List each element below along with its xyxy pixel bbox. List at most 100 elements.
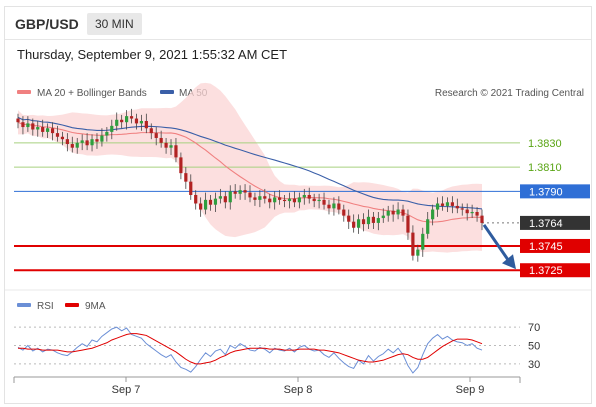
candle-body (46, 128, 50, 132)
bollinger-band-area (18, 82, 482, 253)
candle-body (282, 199, 287, 202)
ma20-legend-label: MA 20 + Bollinger Bands (37, 88, 147, 99)
candle-body (134, 118, 139, 124)
candle-body (243, 190, 247, 193)
ma50-line (17, 116, 483, 210)
candle-body (169, 145, 173, 148)
candle-body (302, 195, 306, 198)
candle-body (179, 157, 183, 174)
x-tick-label: Sep 7 (112, 384, 141, 396)
candle-body (332, 203, 336, 209)
candle-body (124, 116, 129, 123)
rsi-tick-50: 50 (528, 341, 540, 353)
forecast-arrow-shaft (482, 224, 511, 263)
candle-body (460, 208, 464, 210)
price-tag-1.3790 (520, 184, 590, 199)
research-credit: Research © 2021 Trading Central (435, 88, 584, 99)
candle-body (253, 197, 257, 200)
candle-body (322, 199, 326, 205)
candle-body (455, 205, 459, 209)
candle-body (391, 210, 395, 215)
candle-body (435, 203, 440, 210)
widget-header: GBP/USD 30 MIN (5, 7, 591, 40)
level-label-1.3830: 1.3830 (528, 138, 562, 150)
price-tag-1.3764 (520, 215, 590, 230)
candle-body (228, 191, 232, 203)
candle-body (80, 140, 84, 143)
candle-body (139, 120, 144, 124)
candle-body (258, 196, 262, 200)
candle-body (36, 127, 40, 130)
price-tag-label-1.3764: 1.3764 (529, 218, 563, 230)
candle-body (307, 195, 311, 199)
candle-body (347, 215, 351, 222)
price-tag-1.3725 (520, 263, 590, 278)
rsi-ma-legend-swatch (65, 303, 79, 307)
candle-body (90, 139, 94, 146)
candle-body (356, 219, 361, 228)
candle-body (115, 119, 119, 126)
candle-body (440, 203, 445, 206)
candle-body (213, 198, 218, 205)
x-tick-label: Sep 9 (456, 384, 485, 396)
candle-body (75, 142, 79, 148)
candle-body (361, 219, 366, 225)
price-tag-1.3745 (520, 238, 590, 253)
candle-body (159, 137, 163, 143)
candle-body (60, 136, 65, 140)
candle-body (416, 249, 420, 256)
candle-body (273, 197, 277, 203)
rsi-series-9MA (18, 333, 483, 365)
forecast-arrow (482, 224, 516, 270)
bollinger-bands (18, 82, 482, 253)
candle-body (381, 215, 385, 219)
candle-body (50, 128, 55, 134)
ma50-legend-swatch (160, 90, 174, 94)
candle-body (376, 218, 380, 223)
horizontal-levels (14, 142, 520, 272)
rsi-legend-label: RSI (37, 301, 54, 312)
price-tag-label-1.3745: 1.3745 (529, 241, 563, 253)
candle-body (85, 140, 89, 146)
rsi-series-RSI (17, 326, 483, 374)
candle-body (396, 209, 400, 215)
candle-body (154, 133, 158, 138)
candle-body (426, 219, 430, 234)
candle-body (120, 119, 124, 123)
candle-body (312, 198, 316, 202)
rsi-tick-30: 30 (528, 359, 540, 371)
candle-body (129, 116, 134, 119)
chart-datetime: Thursday, September 9, 2021 1:55:32 AM C… (17, 47, 288, 62)
price-tag-label-1.3790: 1.3790 (529, 186, 563, 198)
candle-body (297, 197, 301, 203)
candle-body (100, 135, 104, 142)
candle-body (41, 127, 45, 132)
timeframe-badge[interactable]: 30 MIN (87, 13, 142, 35)
candle-body (371, 216, 376, 223)
rsi-ma-legend-label: 9MA (85, 301, 106, 312)
rsi-panel: 70 50 30 (14, 322, 540, 374)
candle-body (337, 203, 341, 210)
candle-body (194, 195, 198, 204)
candle-body (21, 122, 25, 128)
time-axis: Sep 7 Sep 8 Sep 9 (13, 376, 521, 396)
candle-body (105, 131, 109, 136)
candle-body (199, 203, 203, 210)
candle-body (189, 181, 193, 195)
candle-body (208, 199, 213, 205)
candle-body (421, 233, 425, 250)
candle-body (16, 118, 20, 123)
currency-pair-title: GBP/USD (15, 16, 79, 32)
candle-body (110, 125, 114, 132)
candle-body (366, 216, 371, 225)
candle-body (223, 196, 227, 203)
candle-body (431, 209, 435, 220)
moving-averages (17, 116, 483, 223)
candle-body (327, 204, 331, 209)
candle-body (470, 211, 474, 214)
price-tag-label-1.3725: 1.3725 (529, 265, 563, 277)
candle-body (70, 144, 74, 148)
candle-body (174, 145, 178, 158)
candle-body (475, 211, 479, 216)
